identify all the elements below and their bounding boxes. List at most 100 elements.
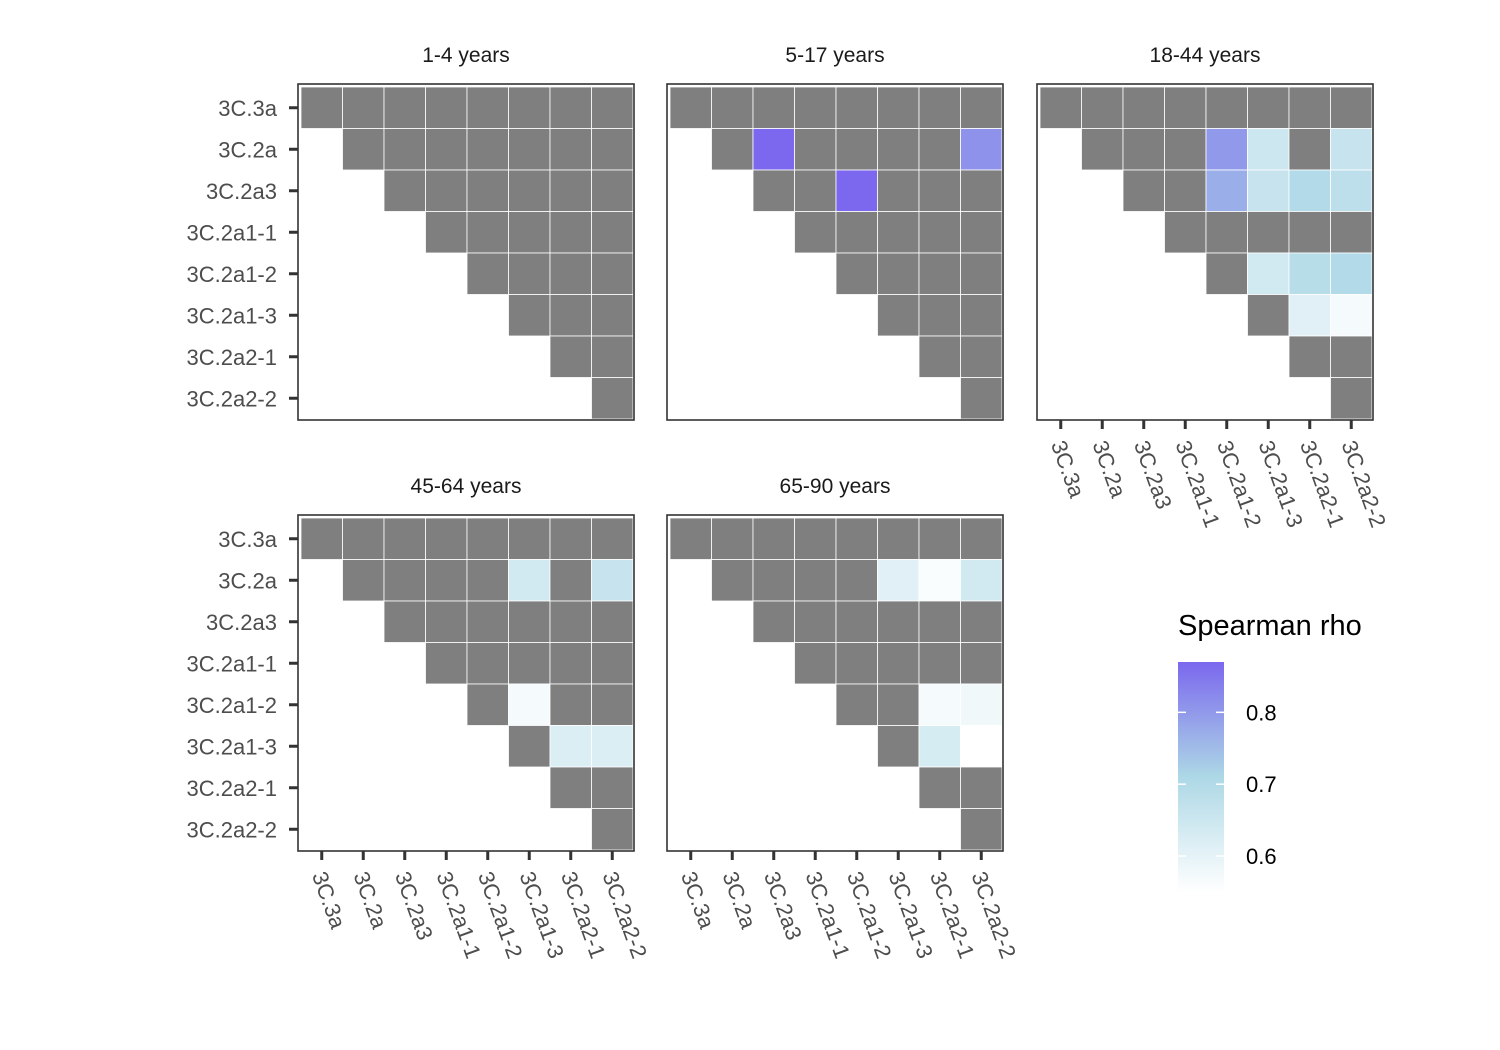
heatmap-cell: [960, 128, 1003, 171]
heatmap-cell-na: [591, 766, 634, 809]
heatmap-cell-na: [591, 377, 634, 420]
heatmap-cell-na: [508, 86, 551, 129]
heatmap-cell-na: [591, 808, 634, 851]
panel-border: [297, 83, 635, 421]
panel-border: [666, 83, 1004, 421]
heatmap-cell-na: [300, 86, 343, 129]
heatmap-cell-na: [960, 294, 1003, 337]
heatmap-cell-na: [466, 559, 509, 602]
heatmap-cells: [669, 86, 1003, 420]
heatmap-cell-na: [508, 128, 551, 171]
heatmap-cell-na: [466, 128, 509, 171]
heatmap-cell-na: [835, 211, 878, 254]
panel-border: [1036, 83, 1374, 421]
heatmap-cell-na: [918, 335, 961, 378]
heatmap-cell-na: [960, 600, 1003, 643]
heatmap-cell-na: [466, 600, 509, 643]
heatmap-cell-na: [508, 642, 551, 685]
x-tick-label: 3C.2a3: [1129, 437, 1177, 512]
heatmap-cell-na: [549, 128, 592, 171]
panel-title: 65-90 years: [780, 475, 891, 498]
heatmap-cell-na: [508, 211, 551, 254]
y-tick-label: 3C.2a: [218, 137, 277, 162]
heatmap-cell-na: [1122, 128, 1165, 171]
heatmap-cell-na: [591, 683, 634, 726]
x-tick-label: 3C.2a: [718, 868, 762, 932]
heatmap-cell-na: [711, 86, 754, 129]
heatmap-cell-na: [960, 252, 1003, 295]
y-tick-label: 3C.2a3: [206, 610, 277, 635]
heatmap-cell-na: [835, 86, 878, 129]
heatmap-cell-na: [1122, 169, 1165, 212]
heatmap-cell-na: [835, 517, 878, 560]
heatmap-cell-na: [591, 517, 634, 560]
heatmap-cell-na: [1288, 86, 1331, 129]
heatmap-cell-na: [466, 211, 509, 254]
heatmap-cell: [591, 725, 634, 768]
heatmap-cell: [918, 683, 961, 726]
heatmap-panel: 5-17 years: [666, 44, 1004, 421]
heatmap-cell-na: [425, 211, 468, 254]
heatmap-cell-na: [960, 335, 1003, 378]
y-tick-label: 3C.2a1-2: [186, 693, 277, 718]
heatmap-cell-na: [508, 600, 551, 643]
heatmap-cell-na: [591, 128, 634, 171]
heatmap-cell-na: [918, 211, 961, 254]
y-tick-label: 3C.2a2-1: [186, 345, 277, 370]
heatmap-cell-na: [794, 642, 837, 685]
heatmap-cell-na: [877, 86, 920, 129]
heatmap-cell-na: [591, 294, 634, 337]
heatmap-cell-na: [877, 600, 920, 643]
legend-tick-label: 0.7: [1246, 772, 1277, 797]
heatmap-cell-na: [466, 517, 509, 560]
heatmap-cell-na: [1288, 128, 1331, 171]
heatmap-cell: [752, 128, 795, 171]
heatmap-cell-na: [711, 517, 754, 560]
heatmap-cell-na: [960, 377, 1003, 420]
heatmap-cell-na: [549, 335, 592, 378]
heatmap-cell-na: [383, 128, 426, 171]
heatmap-cell-na: [835, 642, 878, 685]
heatmap-cell-na: [1330, 377, 1373, 420]
heatmap-cell-na: [1205, 86, 1248, 129]
heatmap-cell-na: [425, 128, 468, 171]
heatmap-cell-na: [591, 86, 634, 129]
heatmap-cell: [918, 559, 961, 602]
heatmap-cell-na: [383, 86, 426, 129]
heatmap-cell-na: [425, 600, 468, 643]
heatmap-cell-na: [918, 642, 961, 685]
heatmap-cell-na: [466, 683, 509, 726]
heatmap-cell: [1330, 294, 1373, 337]
heatmap-cell-na: [794, 517, 837, 560]
panel-title: 18-44 years: [1150, 44, 1261, 67]
x-tick-label: 3C.3a: [676, 868, 720, 932]
heatmap-cell-na: [1164, 169, 1207, 212]
heatmap-cell-na: [549, 86, 592, 129]
heatmap-cell-na: [794, 169, 837, 212]
heatmap-cell-na: [960, 211, 1003, 254]
heatmap-panel: 65-90 years3C.3a3C.2a3C.2a33C.2a1-13C.2a…: [666, 475, 1021, 962]
heatmap-cell: [1247, 252, 1290, 295]
heatmap-cell-na: [466, 169, 509, 212]
heatmap-cell-na: [549, 294, 592, 337]
heatmap-cell-na: [383, 517, 426, 560]
heatmap-cell-na: [383, 169, 426, 212]
heatmap-cell-na: [835, 559, 878, 602]
heatmap-cell-na: [300, 517, 343, 560]
heatmap-cell: [960, 725, 1003, 768]
heatmap-cell-na: [1164, 86, 1207, 129]
heatmap-cell-na: [549, 642, 592, 685]
heatmap-cell-na: [1205, 252, 1248, 295]
heatmap-cell-na: [960, 517, 1003, 560]
heatmap-cell-na: [508, 169, 551, 212]
heatmap-cell-na: [960, 169, 1003, 212]
y-tick-label: 3C.3a: [218, 527, 277, 552]
heatmap-cell: [960, 559, 1003, 602]
heatmap-cell: [508, 683, 551, 726]
heatmap-cell-na: [383, 600, 426, 643]
heatmap-cell-na: [1205, 211, 1248, 254]
heatmap-cell-na: [794, 211, 837, 254]
heatmap-cell-na: [1081, 128, 1124, 171]
y-tick-label: 3C.2a1-3: [186, 303, 277, 328]
heatmap-cell-na: [549, 559, 592, 602]
